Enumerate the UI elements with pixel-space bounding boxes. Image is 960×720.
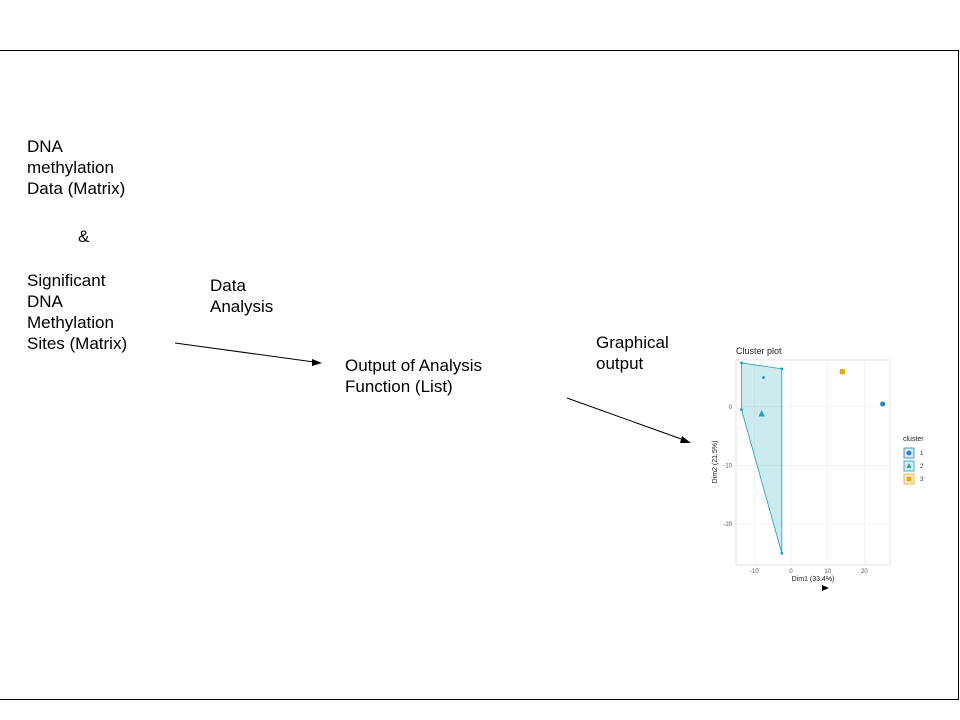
significant-sites-label: Significant DNA Methylation Sites (Matri… [27, 271, 128, 353]
cluster-point-2 [740, 361, 743, 365]
small-arrow-head [822, 585, 829, 591]
cluster-centroid-2 [758, 410, 765, 417]
x-axis-label: Dim1 (33.4%) [792, 576, 835, 583]
y-axis-label: Dim2 (21.5%) [712, 441, 719, 484]
cluster-point-2 [780, 367, 784, 371]
cluster-point-2 [740, 408, 743, 412]
cluster-point-2 [762, 376, 765, 379]
legend-symbol-3 [906, 476, 912, 482]
arrow-analysis-head [312, 359, 322, 366]
x-tick-label: 20 [861, 569, 868, 575]
arrow-analysis [174, 342, 315, 363]
legend-symbol-1 [906, 450, 912, 456]
legend-label-2: 2 [920, 464, 924, 470]
cluster-point-1 [880, 401, 886, 407]
graphical-output-label: Graphical output [596, 333, 669, 373]
grid-lines [736, 360, 890, 565]
x-tick-label: 0 [789, 569, 793, 575]
cluster-plot: Cluster plot -10 0 10 20 0 -10 -20 Dim1 (33.4… [712, 346, 924, 583]
arrow-graphical-head [680, 436, 691, 443]
cluster-point-3 [839, 369, 845, 375]
input-data-label: DNA methylation Data (Matrix) [27, 137, 126, 198]
ampersand-label: & [78, 227, 90, 246]
slide-frame [0, 50, 959, 700]
legend: cluster 1 2 3 [903, 436, 924, 485]
x-tick-label: -10 [750, 569, 759, 575]
cluster-point-2 [780, 551, 784, 555]
cluster-points [740, 361, 886, 555]
y-ticks: 0 -10 -20 [723, 405, 732, 528]
x-ticks: -10 0 10 20 [750, 569, 868, 575]
legend-symbol-2 [906, 463, 912, 468]
chart-title: Cluster plot [736, 346, 782, 356]
y-tick-label: 0 [729, 405, 733, 411]
legend-label-1: 1 [920, 451, 924, 457]
data-analysis-label: Data Analysis [210, 276, 274, 316]
x-tick-label: 10 [824, 569, 831, 575]
output-list-label: Output of Analysis Function (List) [345, 356, 483, 396]
y-tick-label: -20 [723, 522, 732, 528]
arrow-graphical [566, 397, 685, 441]
legend-label-3: 3 [920, 477, 924, 483]
legend-title: cluster [903, 436, 924, 443]
y-tick-label: -10 [723, 463, 732, 469]
